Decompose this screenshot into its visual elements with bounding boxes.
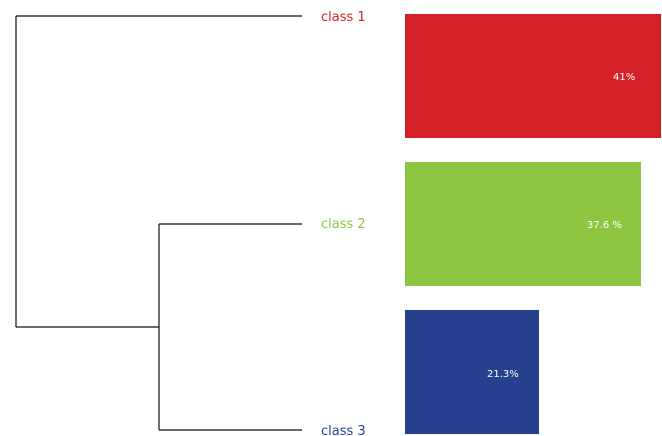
- bar-value-label-class3: 21.3%: [487, 369, 519, 380]
- leaf-label-class3: class 3: [321, 424, 366, 436]
- bar-class1: [405, 14, 661, 138]
- leaf-labels: class 1 class 2 class 3: [321, 10, 366, 436]
- bar-value-label-class1: 41%: [613, 72, 635, 83]
- leaf-label-class1: class 1: [321, 10, 366, 25]
- bars: 41% 37.6 % 21.3%: [405, 14, 661, 434]
- bar-value-label-class2: 37.6 %: [587, 220, 622, 231]
- bar-class2: [405, 162, 641, 286]
- leaf-label-class2: class 2: [321, 217, 366, 232]
- dendrogram: [15, 15, 302, 431]
- bar-class3: [405, 310, 539, 434]
